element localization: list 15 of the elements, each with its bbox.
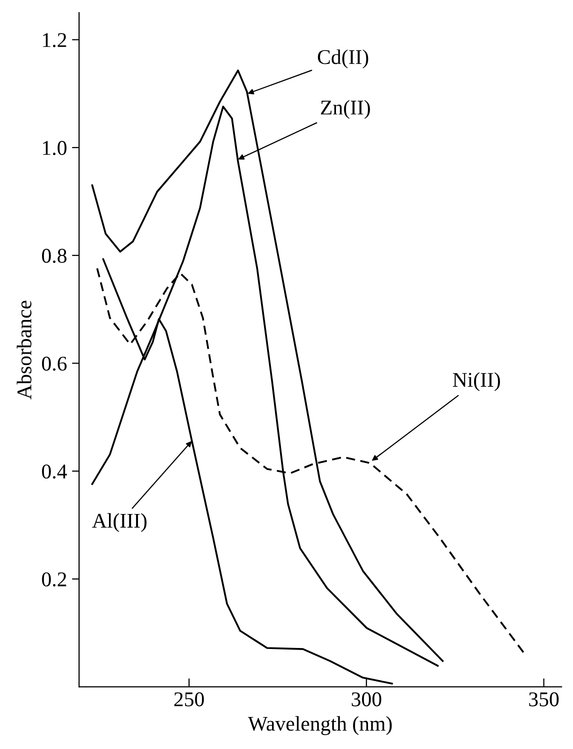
annotation: Ni(II) bbox=[452, 372, 500, 392]
y-tick-label: 0.4 bbox=[42, 464, 67, 479]
y-tick-label: 1.0 bbox=[43, 140, 66, 156]
y-tick-label: 1.2 bbox=[43, 33, 66, 48]
x-tick-label: 250 bbox=[174, 692, 204, 706]
x-tick-label: 300 bbox=[352, 692, 382, 706]
y-tick-label: 0.8 bbox=[42, 248, 66, 263]
annotation: Cd(II) bbox=[318, 49, 368, 68]
x-tick-label: 350 bbox=[529, 692, 559, 706]
annotation: Zn(II) bbox=[320, 100, 370, 119]
x-axis-title: Wavelength (nm) bbox=[248, 716, 392, 736]
y-tick-label: 0.6 bbox=[42, 356, 67, 371]
y-axis-title: Absorbance bbox=[16, 300, 32, 400]
y-tick-label: 0.2 bbox=[42, 572, 66, 586]
annotation: Al(III) bbox=[92, 513, 147, 532]
